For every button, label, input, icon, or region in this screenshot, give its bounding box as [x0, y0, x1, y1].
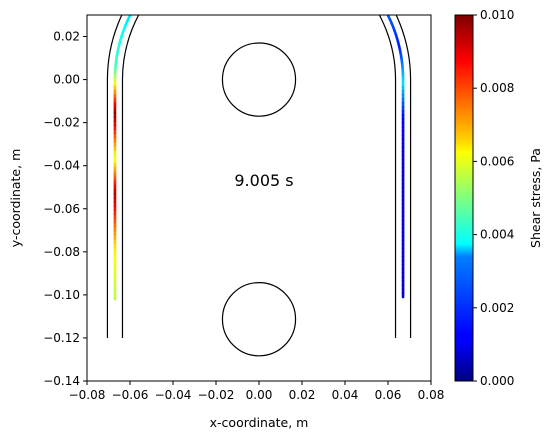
y-tick-label: −0.12 [43, 331, 80, 345]
y-tick-label: −0.04 [43, 159, 80, 173]
y-tick-label: −0.06 [43, 202, 80, 216]
channel-outer-wall [106, 15, 412, 338]
colorbar-tick-label: 0.004 [480, 228, 514, 242]
x-tick-label: 0.04 [332, 388, 359, 402]
colorbar-tick-label: 0.002 [480, 301, 514, 315]
y-tick-label: −0.14 [43, 374, 80, 388]
stress-segment [378, 0, 380, 2]
x-axis-ticks: −0.08 −0.06 −0.04 −0.02 0.00 0.02 0.04 0.06 0.08 [69, 381, 445, 402]
plot-frame [86, 14, 432, 382]
x-tick-label: −0.04 [155, 388, 192, 402]
plot-area: 9.005 s [86, 0, 432, 382]
stress-segment [136, 0, 138, 3]
stress-segment [129, 15, 132, 16]
channel-geometry [106, 15, 412, 357]
colorbar-label: Shear stress, Pa [528, 148, 543, 248]
x-tick-label: −0.06 [112, 388, 149, 402]
y-tick-label: −0.10 [43, 288, 80, 302]
colorbar-tick-label: 0.008 [480, 81, 514, 95]
colorbar-ticks: 0.000 0.002 0.004 0.006 0.008 0.010 [473, 8, 514, 388]
top-cylinder [221, 42, 297, 117]
stress-centerline [113, 0, 405, 301]
x-tick-label: 0.08 [418, 388, 445, 402]
stress-segment [132, 7, 134, 11]
bottom-cylinder [221, 282, 297, 357]
colorbar: 0.000 0.002 0.004 0.006 0.008 0.010 Shear str… [454, 8, 543, 388]
x-tick-label: 0.00 [246, 388, 273, 402]
time-annotation: 9.005 s [234, 171, 293, 190]
stress-segment [380, 2, 382, 5]
colorbar-tick-label: 0.010 [480, 8, 514, 22]
colorbar-tick-label: 0.000 [480, 374, 514, 388]
colorbar-gradient [454, 14, 474, 382]
x-tick-label: −0.08 [69, 388, 106, 402]
x-tick-label: 0.02 [289, 388, 316, 402]
y-tick-label: 0.02 [53, 30, 80, 44]
x-tick-label: 0.06 [375, 388, 402, 402]
y-tick-label: 0.00 [53, 73, 80, 87]
y-axis-label: y-coordinate, m [8, 149, 23, 247]
stress-segment [134, 4, 136, 7]
y-tick-label: −0.08 [43, 245, 80, 259]
stress-segment [127, 15, 132, 20]
y-tick-label: −0.02 [43, 116, 80, 130]
stress-segment [383, 5, 385, 9]
colorbar-tick-label: 0.006 [480, 154, 514, 168]
channel-inner-wall [121, 15, 397, 338]
y-axis-ticks: 0.02 0.00 −0.02 −0.04 −0.06 −0.08 −0.10 −0.12 −0… [43, 30, 87, 388]
x-tick-label: −0.02 [198, 388, 235, 402]
stress-segment [385, 9, 387, 13]
x-axis-label: x-coordinate, m [210, 415, 309, 430]
